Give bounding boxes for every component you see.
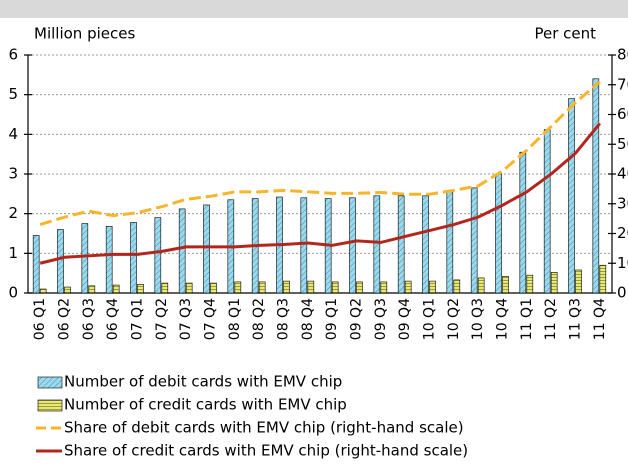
bar [477,277,485,294]
y-tick-label: 4 [8,125,18,143]
x-tick-label: 08 Q2 [251,298,267,340]
bar [453,279,461,294]
bar [356,281,363,294]
bar [550,272,558,294]
y2-tick-label: 70 [617,75,628,93]
x-tick-label: 06 Q1 [32,298,48,340]
bar [568,98,575,294]
x-tick-label: 11 Q3 [568,298,584,340]
bar [575,269,582,294]
line-series [39,80,601,227]
bar [39,288,47,294]
y-tick-label: 1 [8,244,18,262]
y2-tick-label: 20 [617,224,628,242]
y-tick-label: 6 [8,46,18,64]
y-tick-label: 2 [8,204,18,222]
bar [88,285,96,294]
x-tick-label: 07 Q1 [130,298,146,340]
legend-label: Share of debit cards with EMV chip (righ… [64,419,464,437]
bar [130,222,137,294]
bar [81,223,89,294]
bar [404,280,412,294]
bar [446,191,454,294]
bar [307,280,315,294]
y2-tick-label: 10 [617,254,628,272]
x-tick-label: 06 Q3 [81,298,97,340]
x-tick-label: 08 Q3 [276,298,292,340]
y2-tick-label: 0 [617,284,627,302]
x-tick-label: 07 Q3 [178,298,194,340]
bar [495,173,502,294]
x-tick-label: 11 Q4 [592,298,608,340]
x-tick-label: 10 Q3 [470,298,486,340]
bar [331,281,339,294]
x-tick-label: 08 Q4 [300,298,316,340]
y2-tick-label: 80 [617,46,628,64]
legend-swatch [37,399,63,412]
bar [349,197,356,294]
x-tick-label: 07 Q2 [154,298,170,340]
x-tick-label: 08 Q1 [227,298,243,340]
bar [178,208,186,294]
bar [599,264,607,294]
y2-tick-label: 50 [617,135,628,153]
bar [32,235,40,294]
bar [283,280,290,294]
bar [64,286,71,294]
x-tick-label: 09 Q3 [373,298,389,340]
y-axis-label: Million pieces [34,25,135,43]
x-tick-label: 10 Q2 [446,298,462,340]
bar [203,204,210,294]
bar [429,280,436,294]
y2-tick-label: 40 [617,165,628,183]
legend-label: Share of credit cards with EMV chip (rig… [64,442,468,460]
bar [185,282,193,294]
y2-axis-label: Per cent [534,25,596,43]
x-tick-label: 10 Q1 [422,298,438,340]
bar [592,78,600,294]
legend-swatch [37,376,63,389]
x-tick-label: 10 Q4 [495,298,511,340]
y-tick-label: 5 [8,85,18,103]
x-tick-label: 09 Q1 [324,298,340,340]
x-tick-label: 09 Q2 [349,298,365,340]
y-tick-label: 0 [8,284,18,302]
x-tick-label: 11 Q2 [543,298,559,340]
bar [57,229,64,294]
bar [105,226,113,294]
bar [526,274,534,294]
y2-tick-label: 60 [617,105,628,123]
legend-label: Number of debit cards with EMV chip [64,373,342,391]
bar [519,151,527,294]
bar [154,217,162,294]
line-series [39,122,601,265]
header-band [0,0,628,18]
bar [112,284,120,294]
x-tick-label: 09 Q4 [397,298,413,340]
legend-label: Number of credit cards with EMV chip [64,396,347,414]
bar [380,281,388,294]
bar [161,282,169,294]
bar [470,187,478,294]
x-tick-label: 06 Q2 [57,298,73,340]
x-tick-label: 11 Q1 [519,298,535,340]
bar [234,281,242,294]
y-tick-label: 3 [8,165,18,183]
x-tick-label: 06 Q4 [105,298,121,340]
bar [137,283,144,294]
bar [397,195,405,294]
bar [258,281,266,294]
bar [543,129,551,294]
x-tick-label: 07 Q4 [203,298,219,340]
bar [502,276,509,294]
bar [373,195,381,294]
bar [422,195,429,294]
y2-tick-label: 30 [617,194,628,212]
bar [300,197,308,294]
bar [210,282,217,294]
